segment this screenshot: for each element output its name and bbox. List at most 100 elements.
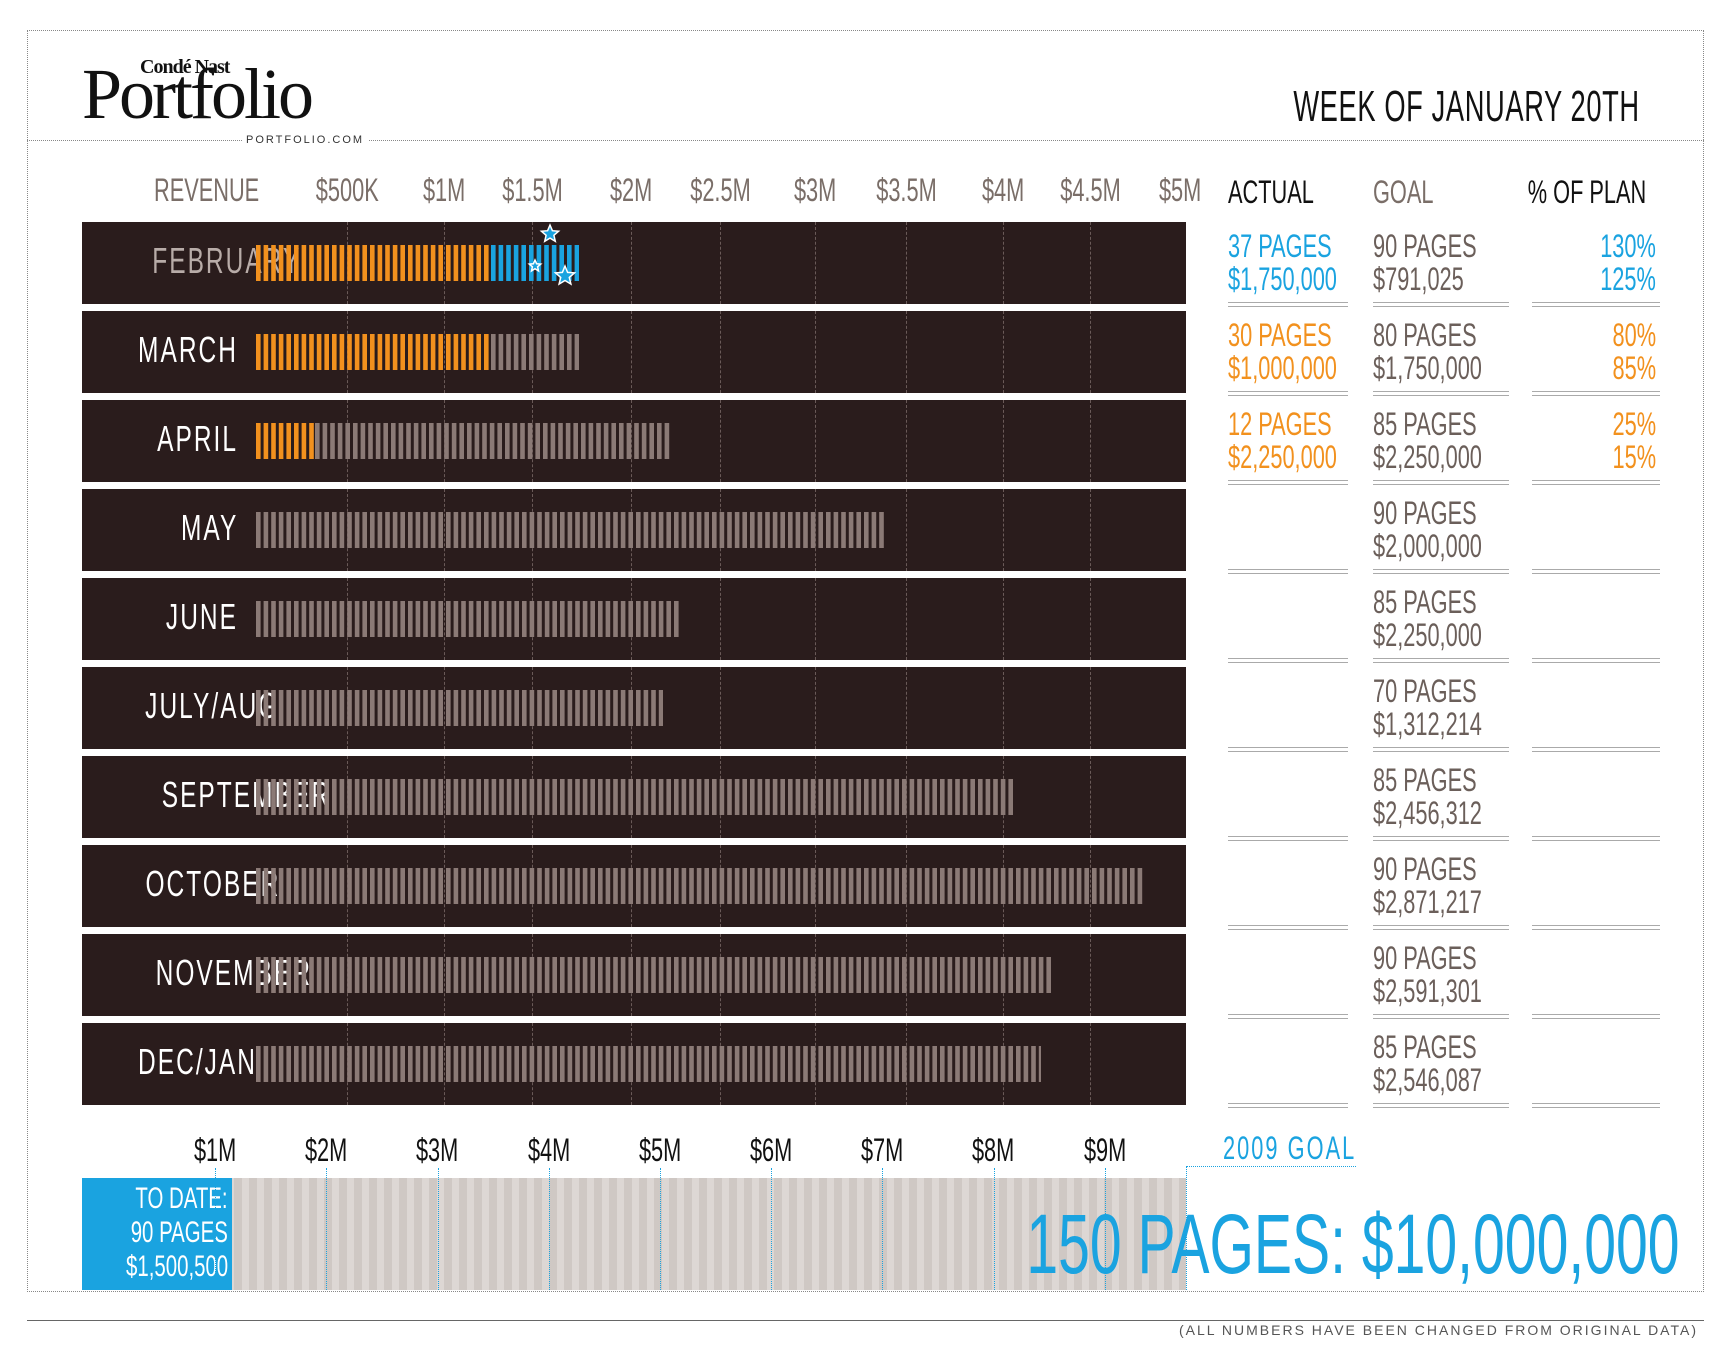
table-rule bbox=[1373, 929, 1509, 930]
goal-pages: 80 PAGES bbox=[1373, 317, 1477, 353]
gridline bbox=[720, 222, 721, 304]
table-rule bbox=[1228, 925, 1348, 926]
table-rule bbox=[1228, 302, 1348, 303]
cumulative-gridline bbox=[548, 1168, 550, 1290]
actual-revenue: $1,000,000 bbox=[1228, 350, 1337, 386]
gridline bbox=[906, 400, 907, 482]
table-rule bbox=[1532, 573, 1660, 574]
cumulative-gridline bbox=[993, 1168, 995, 1290]
gridline bbox=[815, 489, 816, 571]
month-label: MAY bbox=[180, 507, 238, 548]
gridline bbox=[1003, 578, 1004, 660]
pct-revenue: 125% bbox=[1600, 261, 1656, 297]
to-date-revenue: $1,500,500 bbox=[125, 1250, 228, 1283]
goal-pages: 90 PAGES bbox=[1373, 228, 1477, 264]
gridline bbox=[720, 400, 721, 482]
goal-pages: 85 PAGES bbox=[1373, 1029, 1477, 1065]
table-rule bbox=[1228, 391, 1348, 392]
actual-pages: 30 PAGES bbox=[1228, 317, 1332, 353]
table-rule bbox=[1373, 751, 1509, 752]
gridline bbox=[444, 756, 445, 838]
gridline bbox=[1090, 667, 1091, 749]
goal-pages: 85 PAGES bbox=[1373, 584, 1477, 620]
goal-pages: 85 PAGES bbox=[1373, 406, 1477, 442]
month-label: APRIL bbox=[157, 418, 238, 459]
table-rule bbox=[1228, 929, 1348, 930]
goal-revenue: $2,546,087 bbox=[1373, 1062, 1482, 1098]
table-rule bbox=[1228, 747, 1348, 748]
goal-bar bbox=[256, 957, 1051, 993]
goal-connector-v bbox=[1186, 1166, 1187, 1290]
month-label: NOVEMBER bbox=[155, 952, 313, 993]
table-rule bbox=[1228, 751, 1348, 752]
table-rule bbox=[1228, 1103, 1348, 1104]
gridline bbox=[906, 489, 907, 571]
cumulative-gridline bbox=[326, 1168, 328, 1290]
table-rule bbox=[1532, 306, 1660, 307]
goal-pages: 85 PAGES bbox=[1373, 762, 1477, 798]
gridline bbox=[1090, 400, 1091, 482]
footer-divider bbox=[27, 1320, 1704, 1321]
remaining-goal-bar bbox=[314, 423, 669, 459]
table-rule bbox=[1373, 573, 1509, 574]
table-rule bbox=[1373, 391, 1509, 392]
table-rule bbox=[1532, 836, 1660, 837]
month-label: JUNE bbox=[165, 596, 238, 637]
pct-pages: 130% bbox=[1600, 228, 1656, 264]
goal-pages: 90 PAGES bbox=[1373, 851, 1477, 887]
remaining-goal-bar bbox=[490, 334, 579, 370]
table-rule bbox=[1532, 1014, 1660, 1015]
month-row: NOVEMBER bbox=[82, 934, 1186, 1016]
gridline bbox=[1090, 1023, 1091, 1105]
axis-tick-label: $1M bbox=[422, 172, 466, 208]
goal-bar bbox=[256, 868, 1143, 904]
gridline bbox=[1003, 311, 1004, 393]
gridline bbox=[1090, 222, 1091, 304]
table-rule bbox=[1228, 840, 1348, 841]
table-rule bbox=[1228, 836, 1348, 837]
to-date-box: TO DATE: 90 PAGES $1,500,500 bbox=[82, 1178, 232, 1290]
month-label: OCTOBER bbox=[145, 863, 281, 904]
actual-bar-orange bbox=[256, 245, 489, 281]
gridline bbox=[815, 311, 816, 393]
table-rule bbox=[1532, 391, 1660, 392]
cumulative-gridline bbox=[771, 1168, 773, 1290]
table-rule bbox=[1373, 1107, 1509, 1108]
gridline bbox=[444, 667, 445, 749]
axis-tick-label: $1.5M bbox=[501, 172, 563, 208]
table-rule bbox=[1228, 658, 1348, 659]
goal-pages: 70 PAGES bbox=[1373, 673, 1477, 709]
goal-revenue: $2,591,301 bbox=[1373, 973, 1482, 1009]
actual-bar-orange bbox=[256, 334, 489, 370]
table-rule bbox=[1228, 484, 1348, 485]
pct-revenue: 85% bbox=[1612, 350, 1656, 386]
table-rule bbox=[1228, 569, 1348, 570]
table-rule bbox=[1532, 840, 1660, 841]
col-actual: ACTUAL bbox=[1228, 174, 1314, 210]
table-rule bbox=[1532, 662, 1660, 663]
gridline bbox=[720, 578, 721, 660]
month-label: DEC/JAN bbox=[138, 1041, 258, 1082]
header-divider bbox=[27, 140, 1704, 141]
gridline bbox=[906, 667, 907, 749]
goal-revenue: $2,456,312 bbox=[1373, 795, 1482, 831]
gridline bbox=[444, 578, 445, 660]
actual-pages: 12 PAGES bbox=[1228, 406, 1332, 442]
goal-pages: 90 PAGES bbox=[1373, 940, 1477, 976]
table-rule bbox=[1532, 658, 1660, 659]
goal-revenue: $1,312,214 bbox=[1373, 706, 1482, 742]
month-row: FEBRUARY bbox=[82, 222, 1186, 304]
pct-pages: 25% bbox=[1612, 406, 1656, 442]
table-rule bbox=[1373, 306, 1509, 307]
star-icon bbox=[539, 223, 561, 243]
table-rule bbox=[1373, 747, 1509, 748]
gridline bbox=[1090, 845, 1091, 927]
gridline bbox=[1003, 400, 1004, 482]
logo-url: PORTFOLIO.COM bbox=[242, 134, 369, 146]
month-row: OCTOBER bbox=[82, 845, 1186, 927]
gridline bbox=[1003, 667, 1004, 749]
month-row: MAY bbox=[82, 489, 1186, 571]
cumulative-tick-label: $3M bbox=[416, 1132, 459, 1168]
gridline bbox=[815, 756, 816, 838]
gridline bbox=[444, 934, 445, 1016]
